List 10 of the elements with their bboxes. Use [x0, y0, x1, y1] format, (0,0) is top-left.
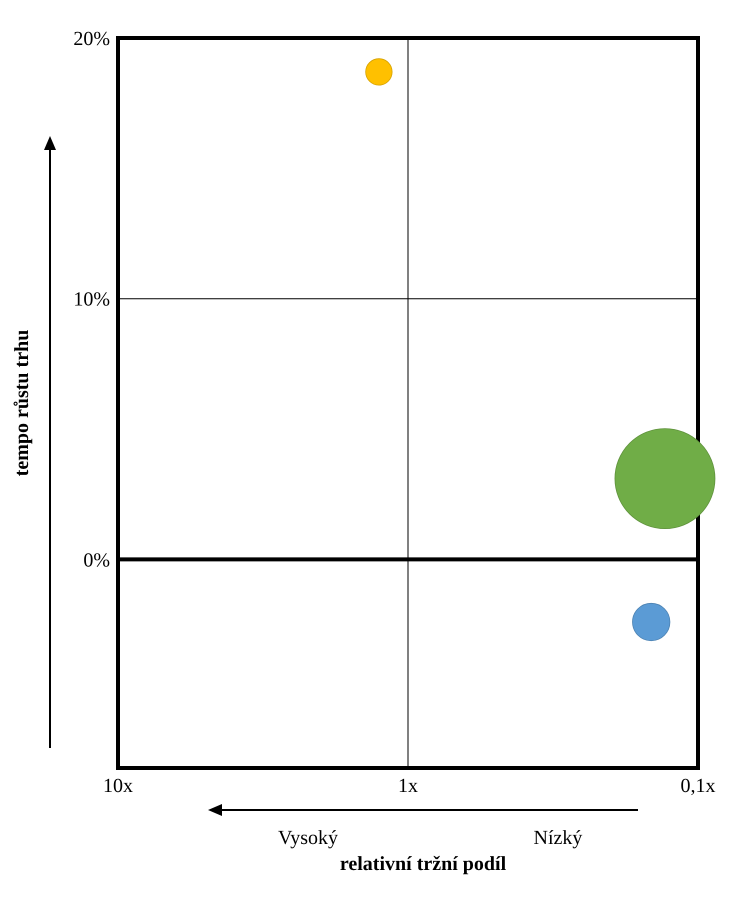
y-tick-label: 10% [73, 288, 110, 311]
y-tick-label: 0% [83, 549, 110, 572]
text: Nízký [534, 827, 582, 849]
y-tick-label: 20% [73, 28, 110, 50]
x-tick-label: 10x [103, 775, 133, 797]
x-axis-title: relativní tržní podíl [340, 853, 507, 875]
x-tick-label: 0,1x [680, 775, 716, 797]
y-axis-title: tempo růstu trhu [11, 330, 33, 476]
x-tick-label: 1x [398, 775, 418, 797]
text: Vysoký [278, 827, 338, 849]
